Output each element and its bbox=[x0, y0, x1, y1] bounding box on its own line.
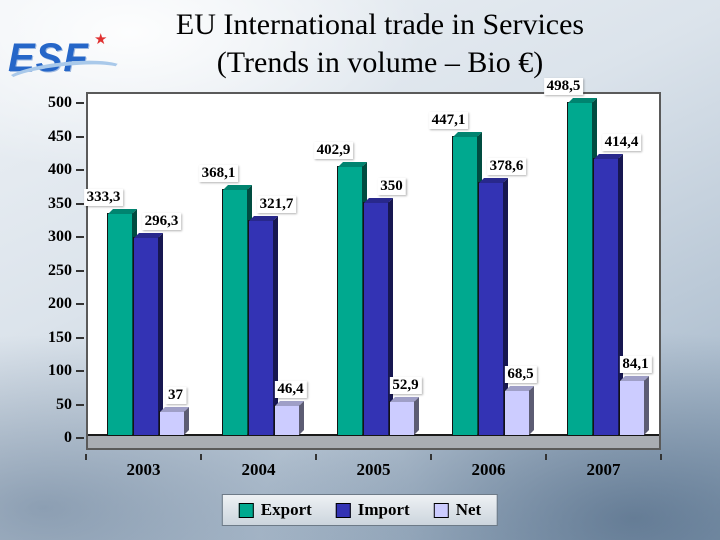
bar-value-label: 402,9 bbox=[313, 142, 354, 160]
y-axis-label: 450 bbox=[48, 127, 72, 145]
bar-value-label: 333,3 bbox=[83, 188, 124, 206]
bar-value-label: 296,3 bbox=[141, 213, 182, 231]
legend-swatch-net bbox=[433, 502, 449, 518]
legend-label: Net bbox=[455, 500, 482, 519]
bar-value-label: 378,6 bbox=[486, 158, 527, 176]
y-axis-tick bbox=[76, 102, 84, 104]
x-axis-label: 2007 bbox=[586, 460, 621, 479]
y-axis-label: 250 bbox=[48, 261, 72, 279]
y-axis: 500 450 400 350 300 250 200 150 100 50 0 bbox=[28, 92, 84, 450]
x-axis-label: 2004 bbox=[241, 460, 276, 479]
bar-value-label: 68,5 bbox=[504, 366, 537, 384]
y-axis-label: 400 bbox=[48, 161, 72, 178]
legend-label: Export bbox=[260, 500, 312, 519]
x-axis-tick bbox=[545, 454, 547, 460]
y-axis-tick bbox=[76, 269, 84, 272]
bar-export bbox=[106, 212, 133, 436]
legend-swatch-export bbox=[238, 502, 254, 518]
slide-title: EU International trade in Services (Tren… bbox=[60, 6, 700, 83]
bar-export bbox=[336, 166, 363, 436]
y-axis-tick bbox=[76, 370, 84, 372]
x-axis-tick bbox=[660, 454, 662, 460]
y-axis-label: 350 bbox=[48, 194, 72, 212]
bar-net bbox=[618, 379, 645, 436]
bar-value-label: 84,1 bbox=[619, 355, 652, 373]
plot-floor bbox=[88, 434, 659, 448]
bar-net bbox=[388, 400, 415, 436]
y-axis-tick bbox=[76, 169, 84, 171]
star-icon: ★ bbox=[94, 32, 108, 48]
x-axis-tick bbox=[85, 454, 87, 460]
bar-export bbox=[566, 102, 593, 436]
slide-title-line2: (Trends in volume – Bio €) bbox=[216, 46, 544, 80]
slide-title-line1: EU International trade in Services bbox=[175, 8, 585, 41]
bar-net bbox=[273, 404, 300, 436]
legend-swatch-import bbox=[335, 502, 351, 518]
y-axis-label: 200 bbox=[48, 295, 72, 312]
bar-value-label: 46,4 bbox=[274, 380, 307, 398]
y-axis-tick bbox=[76, 236, 84, 238]
y-axis-tick bbox=[76, 403, 84, 406]
bar-export bbox=[451, 136, 478, 436]
chart-legend: Export Import Net bbox=[221, 494, 499, 526]
bar-net bbox=[158, 411, 185, 436]
bar-value-label: 321,7 bbox=[256, 196, 297, 214]
x-axis-tick bbox=[430, 454, 432, 460]
x-axis-label: 2003 bbox=[126, 460, 161, 479]
bar-import bbox=[592, 158, 619, 436]
bar-import bbox=[247, 220, 274, 436]
plot-area: 333,3 296,3 37 368,1 321,7 46,4 402,9 350 52,9 44… bbox=[83, 78, 661, 450]
y-axis-tick bbox=[76, 336, 84, 339]
y-axis-tick bbox=[76, 303, 84, 305]
x-axis: 2003 2004 2005 2006 2007 bbox=[85, 454, 662, 484]
bar-net bbox=[503, 390, 530, 436]
bar-value-label: 414,4 bbox=[601, 134, 642, 152]
y-axis-label: 150 bbox=[48, 328, 72, 346]
bar-value-label: 498,5 bbox=[543, 78, 584, 96]
y-axis-tick bbox=[76, 135, 84, 138]
x-axis-label: 2005 bbox=[356, 460, 391, 479]
bar-export bbox=[221, 189, 248, 436]
x-axis-tick bbox=[315, 454, 317, 460]
bar-import bbox=[477, 182, 504, 436]
bar-value-label: 37 bbox=[165, 387, 186, 405]
bar-import bbox=[132, 237, 159, 436]
y-axis-label: 100 bbox=[48, 362, 72, 379]
x-axis-label: 2006 bbox=[471, 460, 506, 479]
y-axis-label: 0 bbox=[64, 429, 72, 446]
bar-value-label: 368,1 bbox=[198, 165, 239, 183]
legend-item-net: Net bbox=[433, 500, 482, 520]
y-axis-tick bbox=[76, 437, 84, 439]
legend-item-export: Export bbox=[238, 500, 312, 520]
esf-logo: ESF ★ bbox=[2, 32, 128, 97]
y-axis-label: 300 bbox=[48, 228, 72, 245]
bar-value-label: 447,1 bbox=[428, 112, 469, 130]
x-axis-tick bbox=[200, 454, 202, 460]
bar-value-label: 52,9 bbox=[389, 376, 422, 394]
legend-item-import: Import bbox=[335, 500, 410, 520]
legend-label: Import bbox=[357, 500, 410, 519]
bar-chart: 500 450 400 350 300 250 200 150 100 50 0 333,3 296,… bbox=[28, 78, 692, 532]
y-axis-tick bbox=[76, 202, 84, 205]
bar-value-label: 350 bbox=[377, 177, 406, 195]
y-axis-label: 50 bbox=[56, 395, 72, 413]
bar-import bbox=[362, 201, 389, 436]
y-axis-label: 500 bbox=[48, 94, 72, 111]
esf-logo-text: ESF bbox=[8, 36, 89, 80]
